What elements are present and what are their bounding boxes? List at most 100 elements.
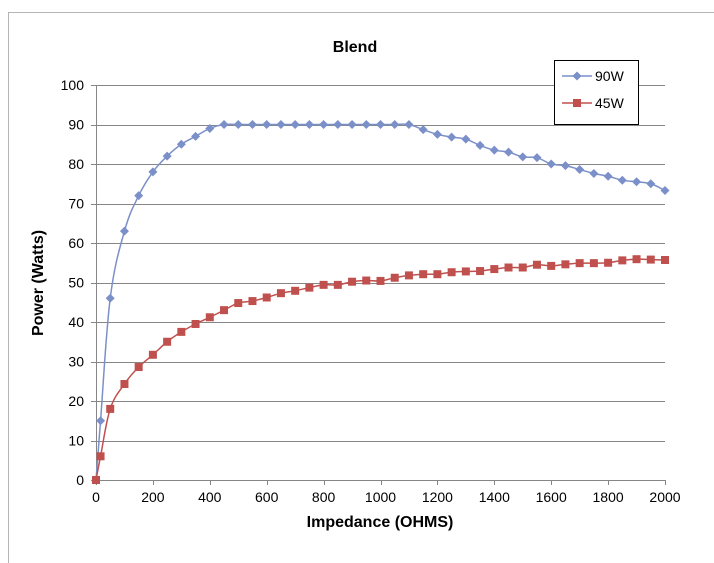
data-point-90w [617,175,627,185]
data-point-90w [276,120,286,129]
x-tick-label-1600: 1600 [536,489,567,505]
data-point-45w [461,267,470,276]
y-tick-label-70: 70 [68,196,84,212]
data-point-45w [504,263,513,272]
y-tick-label-40: 40 [68,314,84,330]
data-point-45w [419,270,428,279]
data-point-90w [546,159,556,169]
y-tick-label-50: 50 [68,275,84,291]
data-point-45w [262,293,271,302]
data-point-90w [518,152,528,162]
data-point-90w [290,120,300,129]
data-point-90w [96,416,106,426]
data-point-45w [248,297,257,306]
data-point-45w [348,277,357,286]
data-point-45w [362,276,371,285]
legend-marker-90w [572,71,582,81]
x-tick-label-1200: 1200 [422,489,453,505]
x-tick-label-400: 400 [198,489,222,505]
data-point-90w [532,153,542,163]
data-point-45w [134,363,143,372]
series-layer [91,120,670,485]
data-point-45w [106,404,115,413]
data-point-45w [547,261,556,270]
y-tick-label-20: 20 [68,393,84,409]
data-point-45w [646,255,655,264]
y-tick-label-90: 90 [68,117,84,133]
data-point-90w [319,120,329,129]
series-45w [92,255,669,484]
x-tick-label-1800: 1800 [593,489,624,505]
data-point-90w [119,226,129,236]
data-point-90w [575,165,585,175]
data-point-45w [589,259,598,268]
data-point-45w [447,268,456,277]
x-tick-label-0: 0 [92,489,100,505]
x-tick-label-600: 600 [255,489,279,505]
data-point-90w [333,120,343,129]
data-point-90w [418,125,428,135]
data-point-45w [518,263,527,272]
data-point-90w [589,168,599,178]
data-point-90w [475,140,485,150]
y-tick-label-60: 60 [68,235,84,251]
data-point-90w [404,120,414,129]
data-point-45w [148,350,157,359]
data-point-45w [276,289,285,298]
data-point-90w [361,120,371,129]
x-tick-label-800: 800 [312,489,336,505]
y-tick-labels: 0 10 20 30 40 50 60 70 80 90 100 [61,77,85,488]
data-point-45w [532,260,541,269]
data-point-90w [560,161,570,171]
x-tick-label-1000: 1000 [365,489,396,505]
legend: 90W 45W [554,60,639,125]
y-axis-title: Power (Watts) [30,230,47,336]
data-point-45w [632,255,641,264]
data-point-45w [433,270,442,279]
data-point-45w [376,276,385,285]
data-point-45w [319,280,328,289]
data-point-45w [191,319,200,328]
data-point-90w [148,167,158,177]
y-tick-label-100: 100 [61,77,85,93]
data-point-45w [120,380,129,389]
data-point-90w [390,120,400,129]
data-point-45w [177,327,186,336]
data-point-45w [604,258,613,267]
data-point-90w [262,120,272,129]
data-point-90w [646,179,656,189]
data-point-90w [603,171,613,181]
data-point-45w [490,265,499,274]
y-tick-label-80: 80 [68,156,84,172]
data-point-45w [561,260,570,269]
data-point-90w [347,120,357,129]
x-tick-label-200: 200 [141,489,165,505]
x-tick-label-2000: 2000 [649,489,680,505]
data-point-45w [476,267,485,276]
y-tick-label-10: 10 [68,433,84,449]
data-point-45w [661,255,669,264]
data-point-45w [291,286,300,295]
data-point-90w [660,185,670,195]
data-point-45w [575,259,584,268]
data-point-45w [333,280,342,289]
data-point-90w [432,129,442,139]
data-point-90w [233,120,243,129]
data-point-45w [234,299,243,308]
data-point-90w [191,131,201,141]
data-point-45w [305,283,314,292]
data-point-90w [176,139,186,149]
chart-title: Blend [333,39,377,56]
x-tick-labels: 0 200 400 600 800 1000 1200 1400 1600 1800 2000 [92,489,681,505]
legend-box [554,60,639,125]
legend-label-45w: 45W [595,95,625,111]
x-axis-title: Impedance (OHMS) [307,514,454,531]
data-point-90w [632,177,642,187]
data-point-90w [447,132,457,142]
data-point-90w [376,120,385,129]
data-point-45w [205,313,214,322]
data-point-45w [618,256,627,265]
data-point-45w [390,273,399,282]
